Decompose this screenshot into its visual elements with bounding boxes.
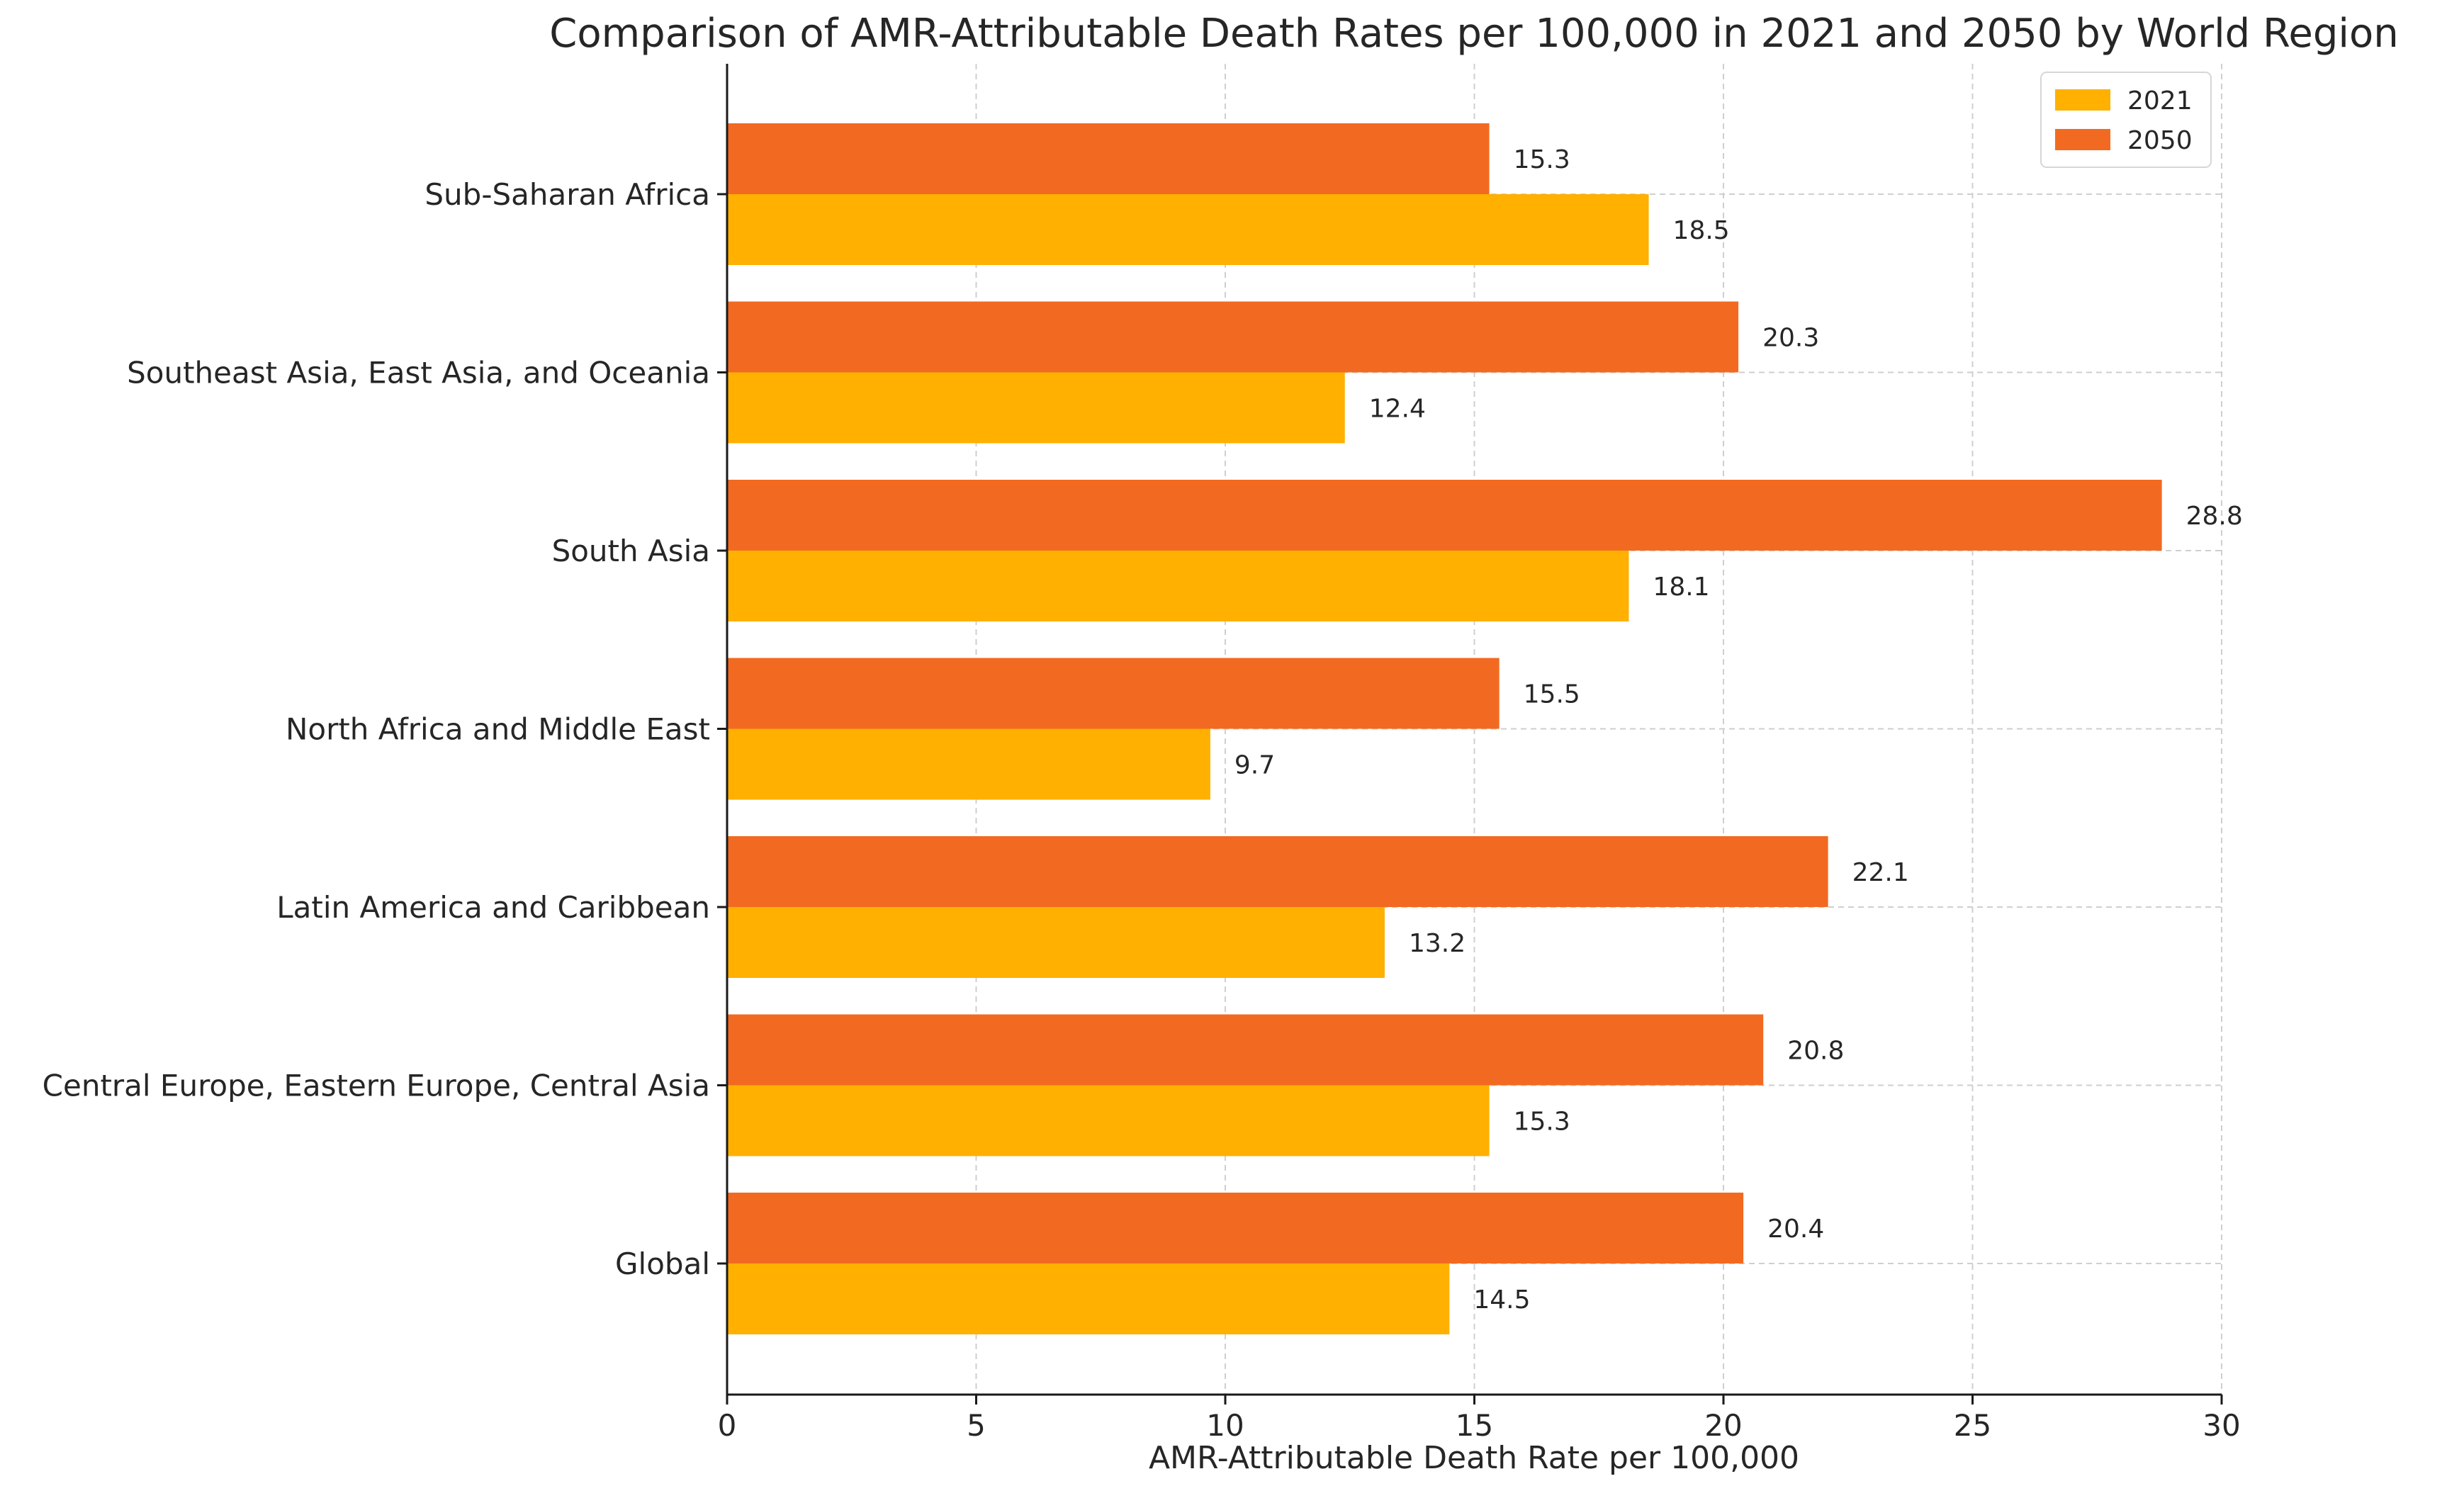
- y-tick-label: Central Europe, Eastern Europe, Central …: [43, 1069, 710, 1103]
- data-labels: 14.5 20.4 15.3 20.8 13.2 22.1 9.7 15.5 18.1 28.8 1…: [1234, 145, 2243, 1315]
- data-label-2050-1: 20.8: [1787, 1037, 1844, 1066]
- data-label-2021-2: 13.2: [1409, 929, 1466, 958]
- data-label-2050-5: 20.3: [1762, 324, 1819, 353]
- axes: [717, 64, 2223, 1405]
- bar-2021-1: [727, 1085, 1490, 1156]
- bar-2021-4: [727, 551, 1629, 621]
- bar-2021-6: [727, 194, 1649, 265]
- y-tick-label: Southeast Asia, East Asia, and Oceania: [127, 356, 710, 390]
- x-tick-label: 25: [1954, 1408, 1991, 1443]
- data-label-2021-3: 9.7: [1234, 751, 1275, 780]
- data-label-2050-4: 28.8: [2186, 502, 2243, 531]
- bar-2050-1: [727, 1014, 1764, 1086]
- data-label-2021-1: 15.3: [1514, 1108, 1570, 1137]
- x-tick-label: 15: [1456, 1408, 1493, 1443]
- legend-swatch-2050: [2055, 129, 2110, 150]
- x-tick-label: 0: [718, 1408, 737, 1443]
- data-label-2050-0: 20.4: [1767, 1215, 1824, 1244]
- y-tick-label: North Africa and Middle East: [286, 712, 710, 747]
- x-tick-label: 20: [1704, 1408, 1742, 1443]
- data-label-2050-6: 15.3: [1514, 145, 1570, 174]
- data-label-2050-2: 22.1: [1852, 858, 1909, 887]
- bar-2021-3: [727, 728, 1210, 800]
- y-tick-label: Sub-Saharan Africa: [424, 177, 710, 212]
- bar-2050-3: [727, 658, 1500, 729]
- bar-2050-4: [727, 480, 2162, 551]
- bar-2021-5: [727, 372, 1345, 444]
- data-label-2021-0: 14.5: [1473, 1285, 1530, 1315]
- x-tick-label: 30: [2203, 1408, 2240, 1443]
- bar-2021-2: [727, 907, 1385, 978]
- data-label-2021-5: 12.4: [1369, 395, 1426, 424]
- legend-label-2050: 2050: [2127, 126, 2193, 155]
- bars: [727, 123, 2162, 1334]
- bar-2050-0: [727, 1193, 1744, 1263]
- y-tick-label: South Asia: [552, 534, 710, 568]
- tick-labels: 0 5 10 15 20 25 30 Global Central Europe, Easter…: [43, 177, 2241, 1443]
- chart-title: Comparison of AMR-Attributable Death Rat…: [549, 11, 2398, 57]
- legend-label-2021: 2021: [2127, 86, 2193, 116]
- bar-2050-5: [727, 301, 1739, 373]
- x-tick-label: 5: [967, 1408, 986, 1443]
- data-label-2021-4: 18.1: [1653, 573, 1709, 602]
- x-axis-label: AMR-Attributable Death Rate per 100,000: [1149, 1440, 1799, 1476]
- y-tick-label: Global: [615, 1246, 710, 1281]
- bar-2021-0: [727, 1263, 1450, 1334]
- bar-2050-2: [727, 836, 1828, 907]
- data-label-2021-6: 18.5: [1673, 216, 1730, 245]
- y-tick-label: Latin America and Caribbean: [276, 890, 710, 925]
- data-label-2050-3: 15.5: [1524, 680, 1580, 709]
- bar-2050-6: [727, 123, 1490, 194]
- x-tick-label: 10: [1206, 1408, 1244, 1443]
- legend: 2021 2050: [2040, 72, 2212, 168]
- legend-swatch-2021: [2055, 89, 2110, 111]
